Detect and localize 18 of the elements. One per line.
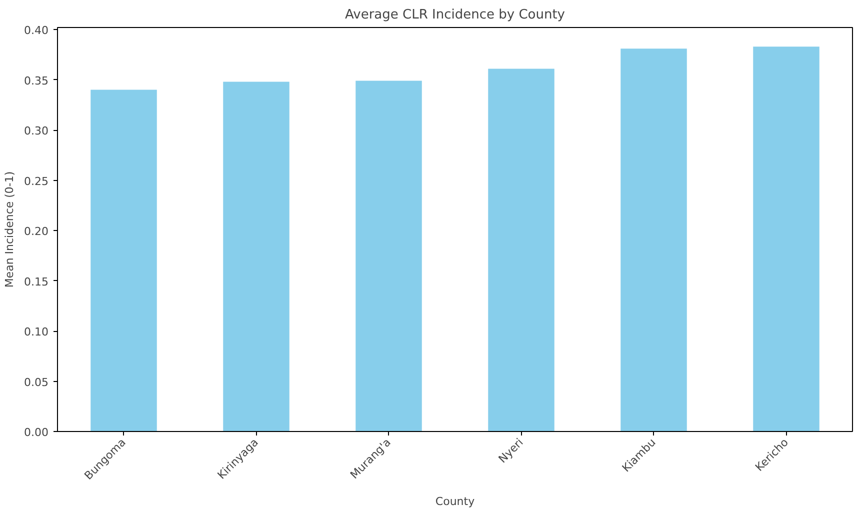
y-tick-label: 0.35 bbox=[24, 74, 49, 88]
y-tick-label: 0.05 bbox=[24, 376, 49, 389]
bar bbox=[223, 82, 290, 432]
y-tick-label: 0.10 bbox=[24, 326, 49, 339]
y-tick-label: 0.30 bbox=[24, 124, 49, 138]
bar bbox=[753, 46, 820, 432]
bar bbox=[90, 90, 157, 432]
bar bbox=[620, 48, 687, 432]
y-tick-label: 0.20 bbox=[24, 225, 49, 238]
y-tick-label: 0.15 bbox=[24, 275, 49, 288]
bar bbox=[356, 80, 422, 432]
y-tick-label: 0.00 bbox=[24, 426, 49, 439]
y-axis-title: Mean Incidence (0-1) bbox=[3, 171, 16, 288]
x-axis-title: County bbox=[435, 494, 476, 508]
y-tick-label: 0.40 bbox=[24, 24, 49, 38]
y-tick-label: 0.25 bbox=[24, 174, 49, 188]
chart-title: Average CLR Incidence by County bbox=[345, 8, 566, 22]
bar bbox=[488, 68, 554, 432]
